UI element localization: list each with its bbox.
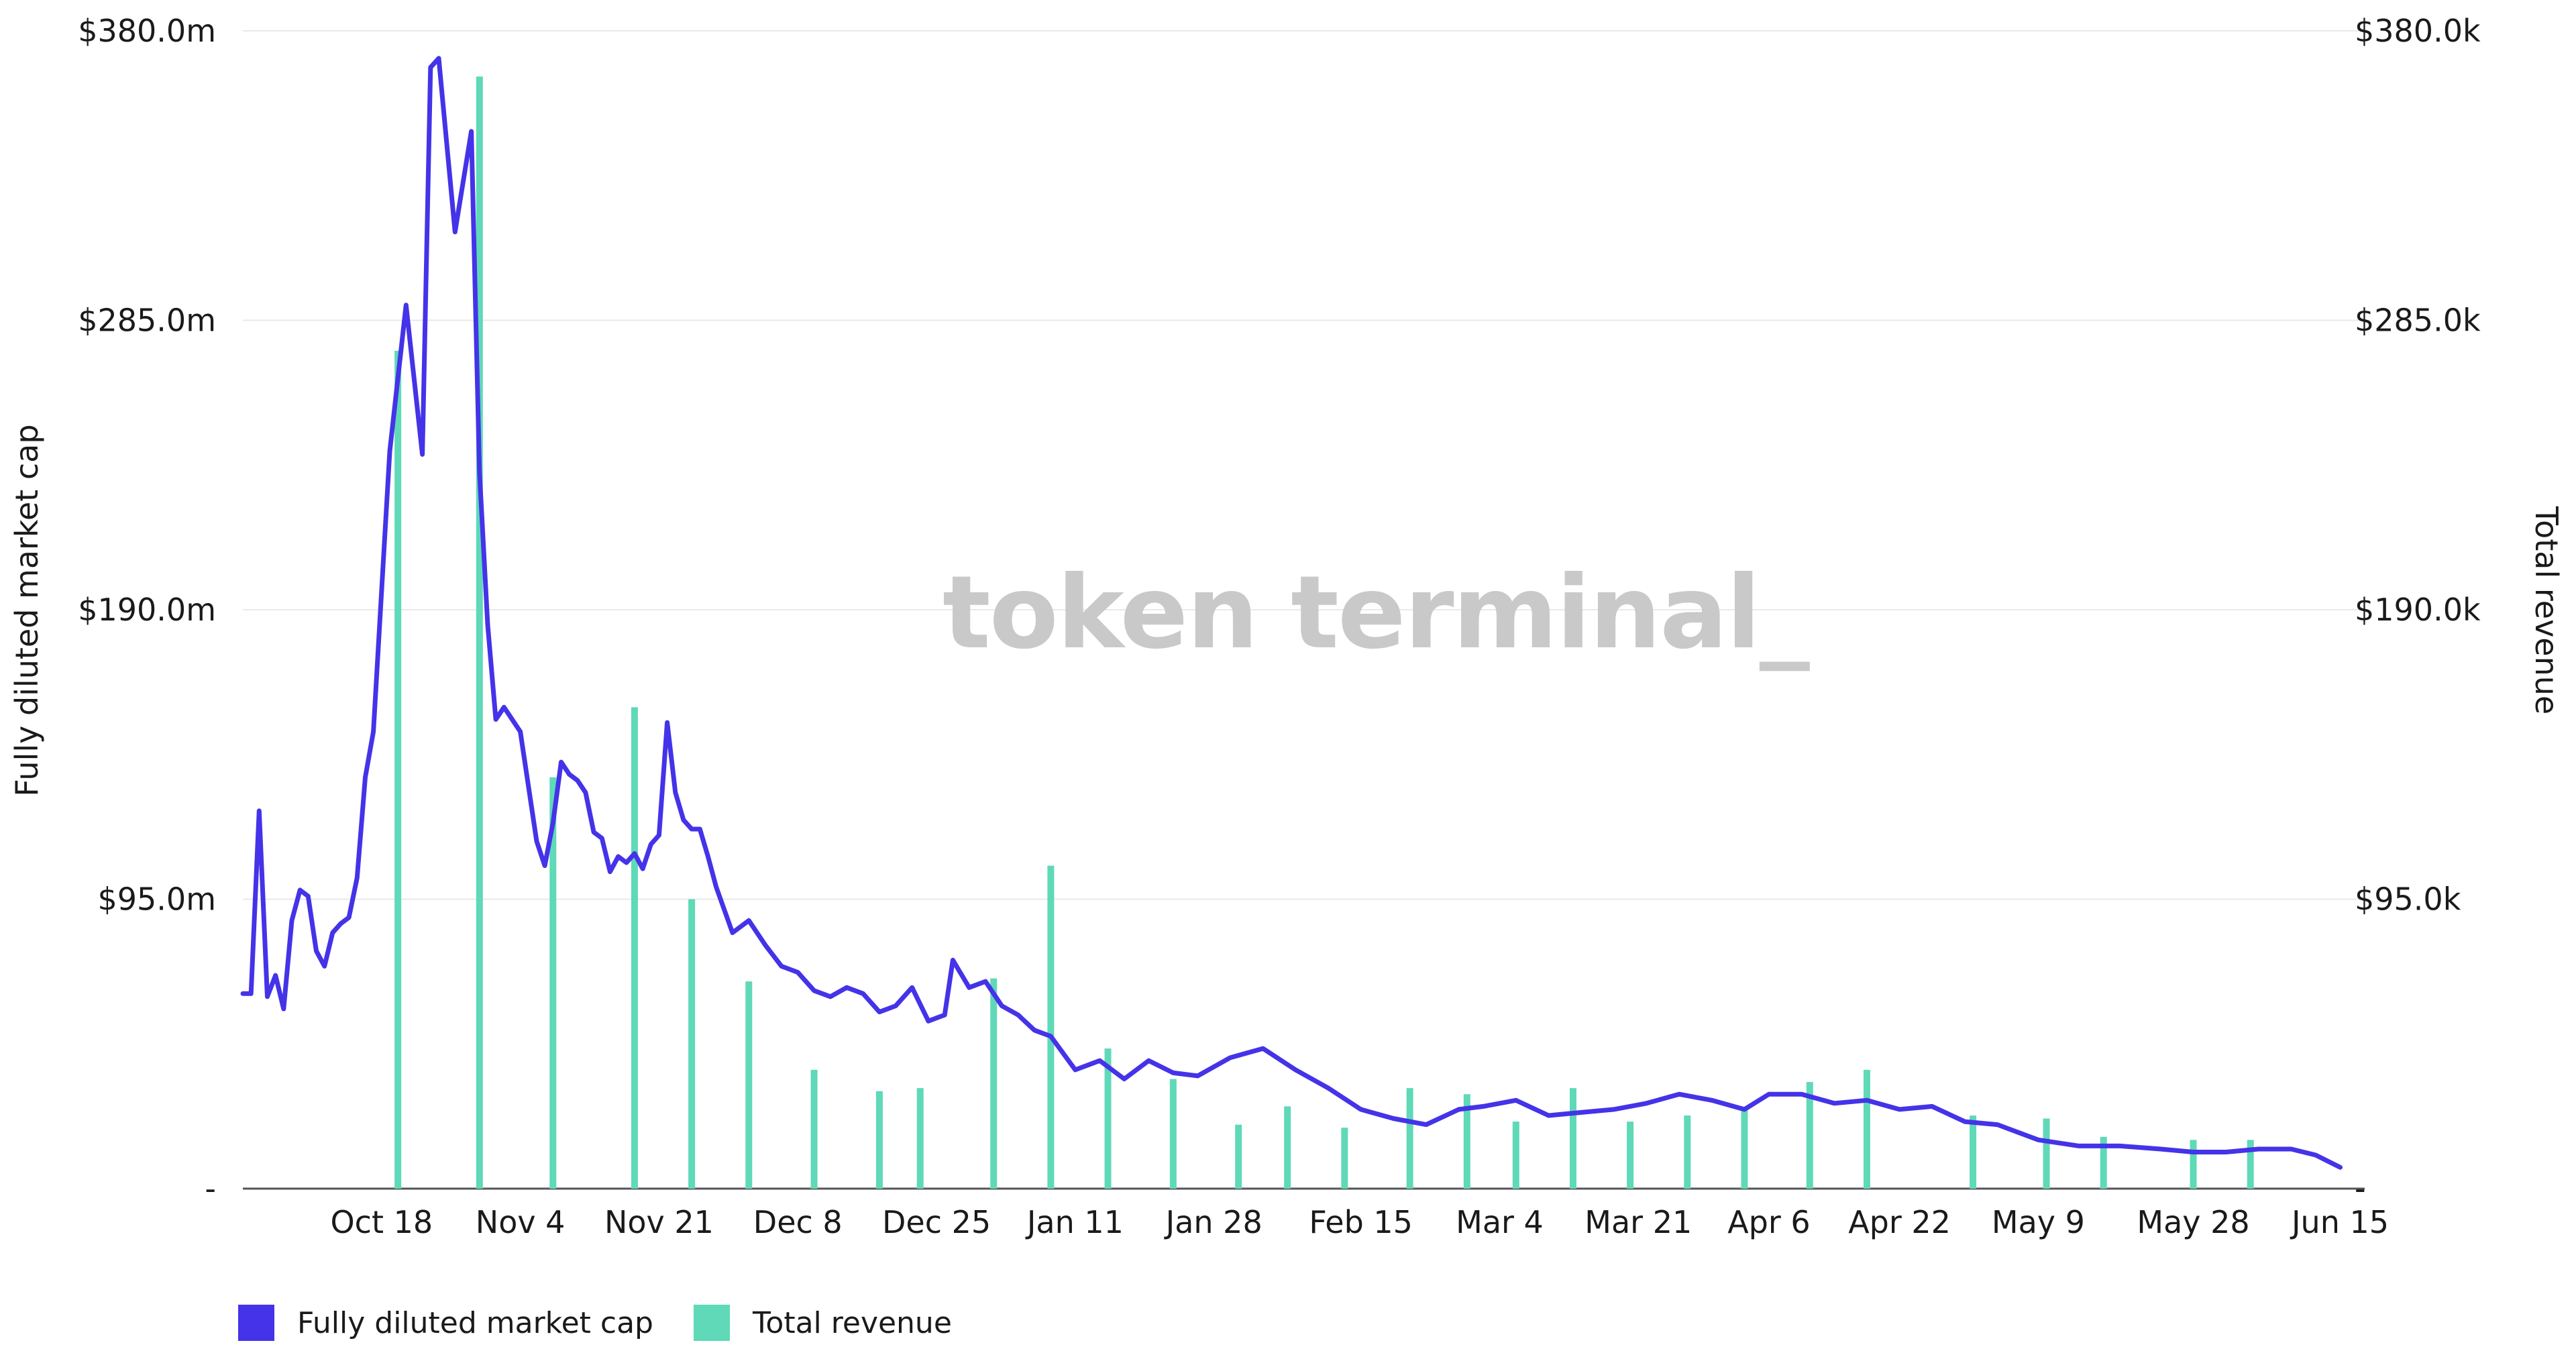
revenue-bar [1970, 1115, 1977, 1189]
revenue-bar [1463, 1094, 1470, 1189]
left-tick-label: $380.0m [78, 13, 216, 49]
revenue-bar [1806, 1082, 1813, 1189]
revenue-bar [1406, 1088, 1413, 1189]
x-tick-label: Oct 18 [330, 1204, 433, 1240]
x-tick-label: May 9 [1992, 1204, 2085, 1240]
left-tick-label: $95.0m [98, 881, 217, 918]
legend-label-fdmc: Fully diluted market cap [297, 1305, 653, 1340]
revenue-bar [1341, 1128, 1348, 1189]
x-tick-label: Nov 4 [476, 1204, 566, 1240]
revenue-bar [1684, 1115, 1691, 1189]
revenue-bar [631, 707, 638, 1189]
x-tick-label: Jun 15 [2290, 1204, 2389, 1240]
revenue-bar [2247, 1140, 2254, 1189]
x-tick-label: Jan 28 [1164, 1204, 1263, 1240]
watermark: token terminal_ [943, 555, 1810, 671]
right-axis-ticks: - $95.0k $190.0k $285.0k $380.0k [2355, 13, 2481, 1207]
revenue-bar [875, 1091, 883, 1189]
x-tick-label: Apr 22 [1848, 1204, 1951, 1240]
revenue-bar [549, 777, 557, 1189]
left-axis-ticks: - $95.0m $190.0m $285.0m $380.0m [78, 13, 216, 1207]
revenue-bar [1569, 1088, 1576, 1189]
legend-item-fdmc[interactable]: Fully diluted market cap [238, 1305, 653, 1341]
x-tick-label: Mar 21 [1585, 1204, 1692, 1240]
revenue-bar [990, 978, 998, 1189]
x-tick-label: Dec 25 [882, 1204, 991, 1240]
revenue-bar [2043, 1118, 2050, 1189]
right-axis-title: Total revenue [2528, 506, 2565, 714]
right-tick-label: $190.0k [2355, 592, 2481, 628]
revenue-bar [688, 899, 696, 1189]
revenue-bar [1169, 1079, 1177, 1189]
revenue-bar [1235, 1124, 1242, 1189]
revenue-bar [2190, 1140, 2197, 1189]
left-tick-label: $285.0m [78, 303, 216, 339]
right-tick-label: - [2355, 1171, 2366, 1207]
x-tick-label: Jan 11 [1025, 1204, 1124, 1240]
revenue-bar [476, 76, 483, 1189]
fdmc-swatch [238, 1305, 274, 1341]
revenue-bar [1863, 1069, 1870, 1189]
right-tick-label: $95.0k [2355, 881, 2461, 918]
x-tick-label: Nov 21 [604, 1204, 714, 1240]
legend: Fully diluted market cap Total revenue [238, 1305, 992, 1341]
revenue-bar [1741, 1109, 1748, 1189]
x-tick-label: Mar 4 [1456, 1204, 1544, 1240]
left-axis-title: Fully diluted market cap [9, 424, 45, 796]
revenue-bar [1104, 1048, 1112, 1189]
x-tick-label: Apr 6 [1727, 1204, 1810, 1240]
revenue-bar [1284, 1106, 1291, 1189]
legend-item-revenue[interactable]: Total revenue [694, 1305, 952, 1341]
revenue-swatch [694, 1305, 730, 1341]
left-tick-label: $190.0m [78, 592, 216, 628]
x-tick-label: May 28 [2137, 1204, 2249, 1240]
right-tick-label: $380.0k [2355, 13, 2481, 49]
x-axis-ticks: Oct 18 Nov 4 Nov 21 Dec 8 Dec 25 Jan 11 Jan 28… [330, 1204, 2389, 1240]
revenue-bar [916, 1088, 924, 1189]
revenue-bar [745, 981, 753, 1189]
revenue-bar [1047, 865, 1055, 1189]
legend-label-revenue: Total revenue [753, 1305, 952, 1340]
fdmc-line [240, 56, 2343, 1170]
revenue-bars [394, 76, 2254, 1189]
right-tick-label: $285.0k [2355, 303, 2481, 339]
revenue-bar [1627, 1122, 1634, 1189]
left-tick-label: - [205, 1171, 216, 1207]
gridlines [243, 30, 2365, 1190]
revenue-bar [1512, 1122, 1519, 1189]
x-tick-label: Dec 8 [753, 1204, 843, 1240]
revenue-bar [810, 1069, 818, 1189]
x-tick-label: Feb 15 [1309, 1204, 1413, 1240]
revenue-bar [394, 350, 402, 1189]
revenue-bar [2100, 1136, 2107, 1189]
